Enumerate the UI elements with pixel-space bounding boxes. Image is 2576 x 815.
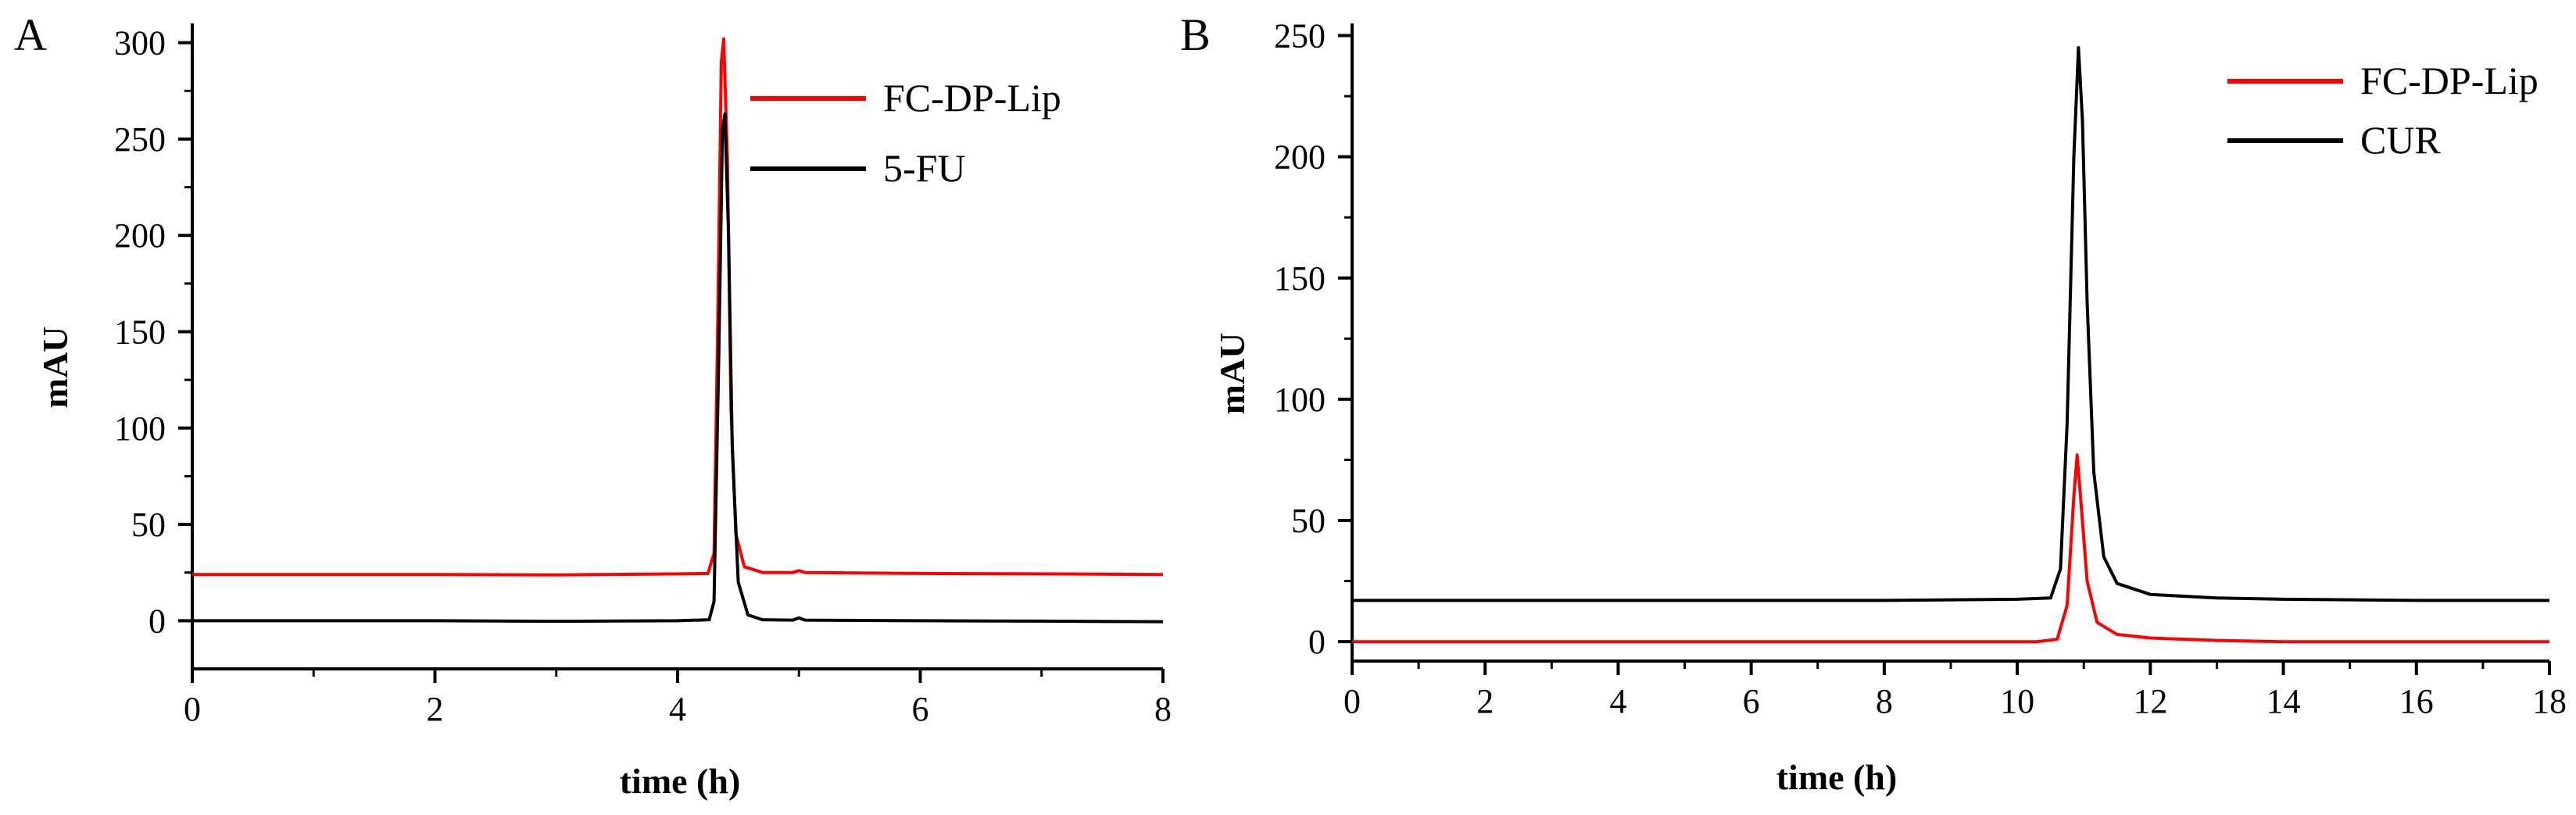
panel-a-x-tick-label: 4: [669, 690, 686, 728]
panel-b-x-tick-label: 2: [1476, 682, 1494, 720]
panel-a-axes: 0 2 4 6 8 0 50 100 150 200 250 300: [114, 23, 1172, 728]
panel-a-y-tick-label: 100: [114, 409, 166, 448]
panel-a-legend: FC-DP-Lip 5-FU: [750, 76, 1061, 190]
panel-b-x-tick-label: 14: [2267, 682, 2301, 720]
panel-a-y-tick-label: 50: [131, 506, 166, 544]
panel-b-letter: B: [1180, 9, 1211, 60]
panel-b-y-tick-label: 50: [1291, 502, 1326, 540]
panel-a-y-tick-label: 250: [114, 120, 166, 159]
panel-a-y-tick-label: 200: [114, 216, 166, 255]
panel-b-y-tick-label: 0: [1308, 623, 1326, 661]
panel-b-series-line-1: [1352, 453, 2549, 644]
panel-a-x-axis-title: time (h): [620, 761, 741, 801]
panel-b-series: [1352, 46, 2549, 644]
panel-a-y-axis-title: mAU: [35, 327, 75, 409]
panel-b-legend: FC-DP-Lip CUR: [2227, 59, 2538, 162]
panel-a-y-tick-label: 0: [148, 602, 166, 640]
panel-a: A mAU time (h) 0 2 4 6 8 0 50 100 150 200 250 300 F…: [14, 9, 1172, 801]
panel-a-x-tick-label: 0: [184, 690, 201, 728]
panel-b-x-tick-label: 8: [1876, 682, 1893, 720]
panel-b-y-tick-label: 200: [1274, 138, 1326, 177]
panel-a-y-tick-label: 300: [114, 24, 166, 63]
panel-b-x-tick-label: 0: [1343, 682, 1361, 720]
panel-b-axes: 0 2 4 6 8 10 12 14 16 18 0 50 100 150 200 250: [1274, 17, 2567, 720]
panel-b-y-axis-title: mAU: [1212, 333, 1252, 415]
panel-a-series: [192, 37, 1164, 624]
panel-a-x-tick-label: 2: [427, 690, 444, 728]
panel-b-legend-label: FC-DP-Lip: [2360, 59, 2538, 102]
panel-b-series-line-2: [1352, 46, 2549, 602]
panel-b-x-tick-label: 10: [2000, 682, 2034, 720]
panel-b-x-tick-label: 6: [1743, 682, 1760, 720]
panel-b-x-tick-label: 16: [2399, 682, 2434, 720]
panel-a-x-tick-label: 6: [912, 690, 929, 728]
panel-b-x-tick-label: 18: [2532, 682, 2567, 720]
panel-a-y-tick-label: 150: [114, 313, 166, 352]
panel-b-y-tick-label: 250: [1274, 17, 1326, 55]
panel-b-y-tick-label: 100: [1274, 381, 1326, 419]
panel-b: B mAU time (h) 0 2 4 6 8 10 12 14 16 18 0 50 100 150 2…: [1180, 9, 2567, 797]
panel-a-letter: A: [14, 9, 47, 60]
panel-a-x-tick-label: 8: [1154, 690, 1172, 728]
panel-b-legend-label: CUR: [2360, 118, 2441, 162]
panel-b-x-tick-label: 4: [1609, 682, 1626, 720]
panel-a-legend-label: FC-DP-Lip: [883, 76, 1061, 120]
panel-a-legend-label: 5-FU: [883, 146, 966, 190]
panel-b-x-axis-title: time (h): [1776, 757, 1898, 797]
panel-b-y-tick-label: 150: [1274, 259, 1326, 298]
panel-b-x-tick-label: 12: [2133, 682, 2167, 720]
panel-a-series-line-2: [192, 112, 1164, 624]
